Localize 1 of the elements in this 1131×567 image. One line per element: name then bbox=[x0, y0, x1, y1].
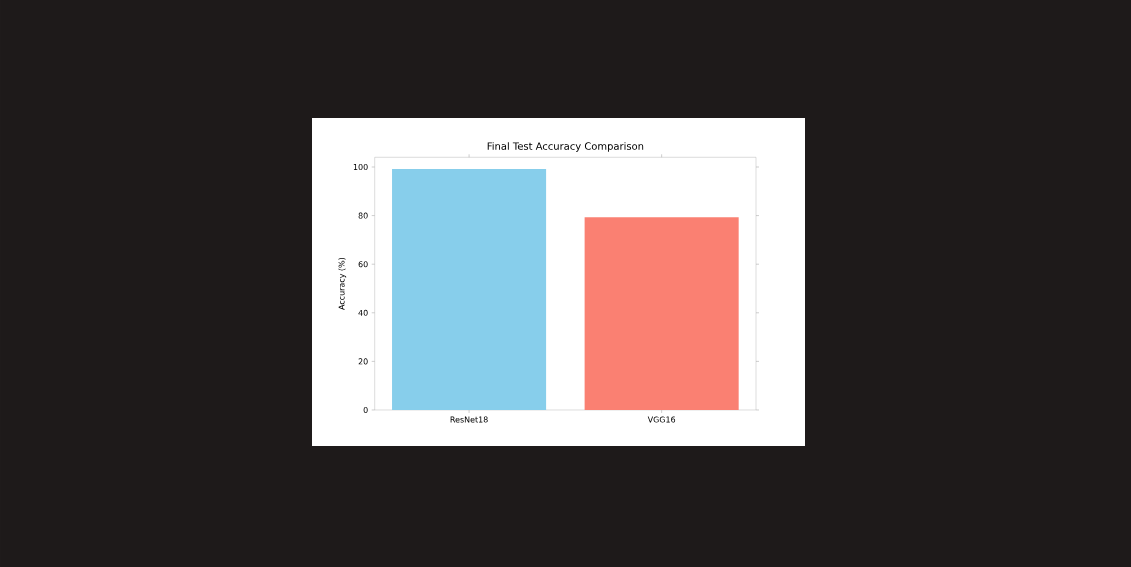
chart-title: Final Test Accuracy Comparison bbox=[487, 142, 644, 152]
